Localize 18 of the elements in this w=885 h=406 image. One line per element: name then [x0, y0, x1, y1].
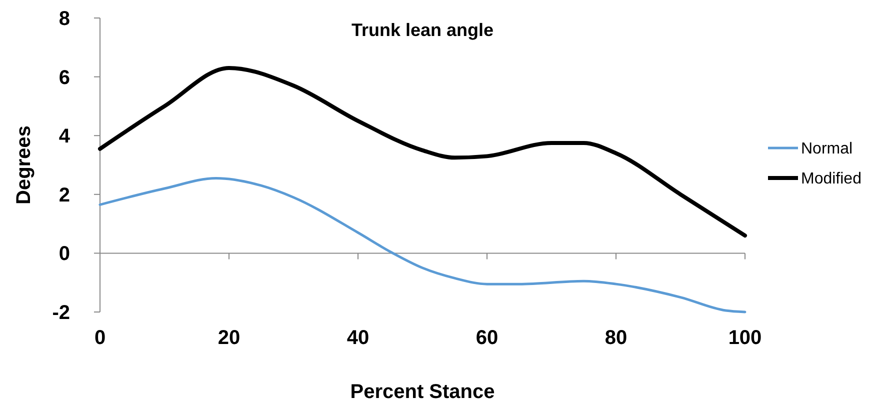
y-tick-label: 6	[58, 66, 70, 89]
y-tick-label: 0	[58, 243, 70, 266]
x-tick-label: 20	[218, 327, 240, 349]
legend-label: Modified	[801, 170, 862, 188]
line-series	[98, 66, 747, 238]
x-tick-label: 0	[94, 327, 106, 349]
y-tick-label: 4	[58, 126, 71, 148]
x-tick-label: 100	[728, 327, 762, 349]
x-axis-title: Percent Stance	[350, 381, 495, 403]
y-tick-label: 8	[58, 8, 70, 30]
x-tick-label: 80	[604, 327, 628, 349]
x-tick-label: 40	[346, 327, 370, 349]
x-tick-label: 60	[476, 327, 498, 349]
y-axis-title: Degrees	[13, 126, 35, 204]
y-tick-label: -2	[52, 302, 70, 324]
chart-title: Trunk lean angle	[351, 20, 494, 40]
y-tick-label: 2	[58, 184, 70, 206]
legend-label: Normal	[801, 140, 853, 158]
